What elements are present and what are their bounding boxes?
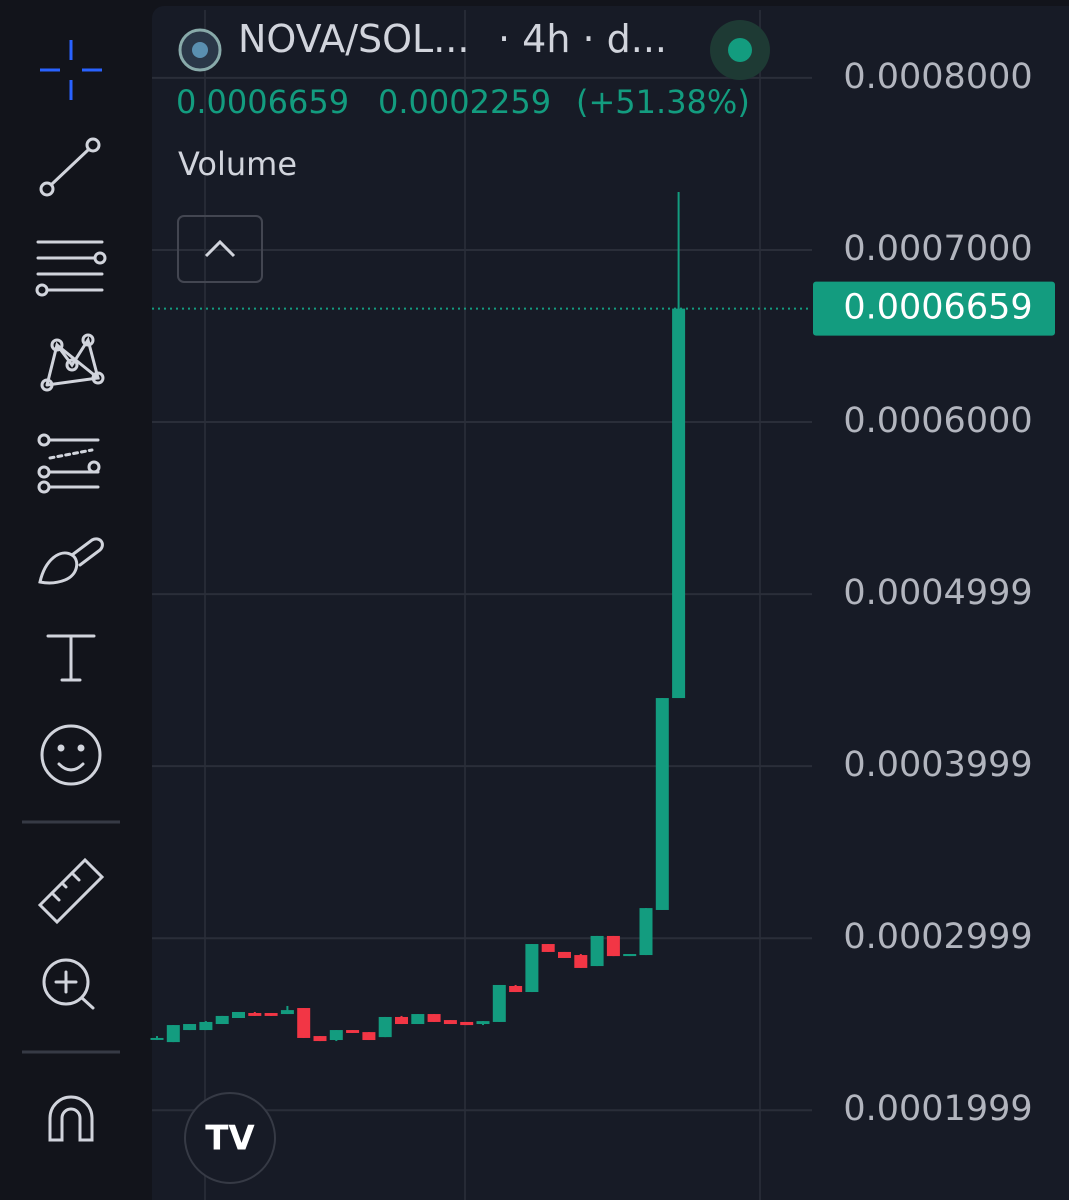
candle-body	[541, 944, 555, 952]
candle-body	[443, 1020, 457, 1025]
symbol[interactable]: NOVA/SOL...	[238, 17, 469, 61]
candle-body	[492, 984, 506, 1022]
token-icon	[192, 42, 208, 58]
candle-body	[183, 1024, 197, 1031]
y-tick-label: 0.0004999	[843, 573, 1032, 613]
toolbar	[22, 40, 120, 1142]
status-dot	[728, 38, 752, 62]
candle-body	[395, 1016, 408, 1025]
candle-body	[215, 1015, 229, 1025]
candle-body	[150, 1037, 164, 1040]
candle-body	[672, 308, 686, 699]
candle-body	[525, 944, 539, 993]
candle-body	[427, 1014, 441, 1022]
magnet-tool[interactable]	[48, 1095, 94, 1142]
candle-body	[460, 1021, 474, 1026]
y-tick-label: 0.0008000	[843, 57, 1032, 97]
price-tag	[813, 281, 1055, 336]
text-tool[interactable]	[46, 634, 96, 682]
candle-body	[590, 935, 604, 967]
candle-body	[574, 955, 588, 968]
candle-body	[297, 1008, 311, 1038]
candle-body	[264, 1013, 278, 1016]
candle-body	[199, 1021, 213, 1031]
candle-body	[329, 1030, 343, 1041]
candle-body	[362, 1032, 376, 1041]
plot	[150, 76, 812, 1112]
candle-body	[166, 1025, 180, 1043]
emoji-tool[interactable]	[40, 724, 102, 786]
crosshair-tool[interactable]	[40, 40, 102, 100]
candle-body	[655, 698, 669, 910]
tv-logo-mark: TV	[205, 1119, 255, 1159]
candle-body	[378, 1016, 392, 1038]
brush-tool[interactable]	[38, 537, 104, 585]
header-price: 0.0006659	[176, 83, 349, 121]
y-tick-label: 0.0003999	[843, 745, 1032, 785]
candle-body	[313, 1036, 327, 1042]
candle-body	[346, 1030, 360, 1033]
price-tag-label: 0.0006659	[843, 288, 1032, 328]
candle-body	[606, 935, 620, 957]
y-tick-label: 0.0007000	[843, 229, 1032, 269]
candle-body	[248, 1013, 262, 1016]
interval[interactable]: · 4h · d...	[498, 17, 667, 61]
pattern-tool[interactable]	[40, 333, 105, 392]
y-tick-label: 0.0001999	[843, 1089, 1032, 1129]
trend-line-tool[interactable]	[39, 137, 101, 197]
candle-body	[509, 986, 523, 993]
header-change: 0.0002259	[378, 83, 551, 121]
tv-logo[interactable]	[184, 1092, 276, 1184]
header-change-percent: (+51.38%)	[576, 83, 750, 121]
y-tick-label: 0.0006000	[843, 401, 1032, 441]
candle-body	[623, 954, 637, 957]
fib-tool[interactable]	[35, 240, 107, 297]
ruler-tool[interactable]	[37, 857, 105, 925]
time-grid	[204, 10, 761, 1200]
candle-body	[411, 1014, 425, 1025]
candle-body	[232, 1011, 245, 1019]
collapse-button[interactable]	[177, 215, 263, 283]
zoom-tool[interactable]	[42, 958, 95, 1010]
y-tick-label: 0.0002999	[843, 917, 1032, 957]
candle-body	[558, 951, 571, 958]
candle-body	[476, 1021, 490, 1025]
prediction-tool[interactable]	[37, 433, 101, 494]
chevron-icon	[204, 239, 236, 258]
indicator-label: Volume	[178, 145, 297, 183]
candle-body	[639, 908, 653, 956]
candle-body	[280, 1010, 294, 1015]
